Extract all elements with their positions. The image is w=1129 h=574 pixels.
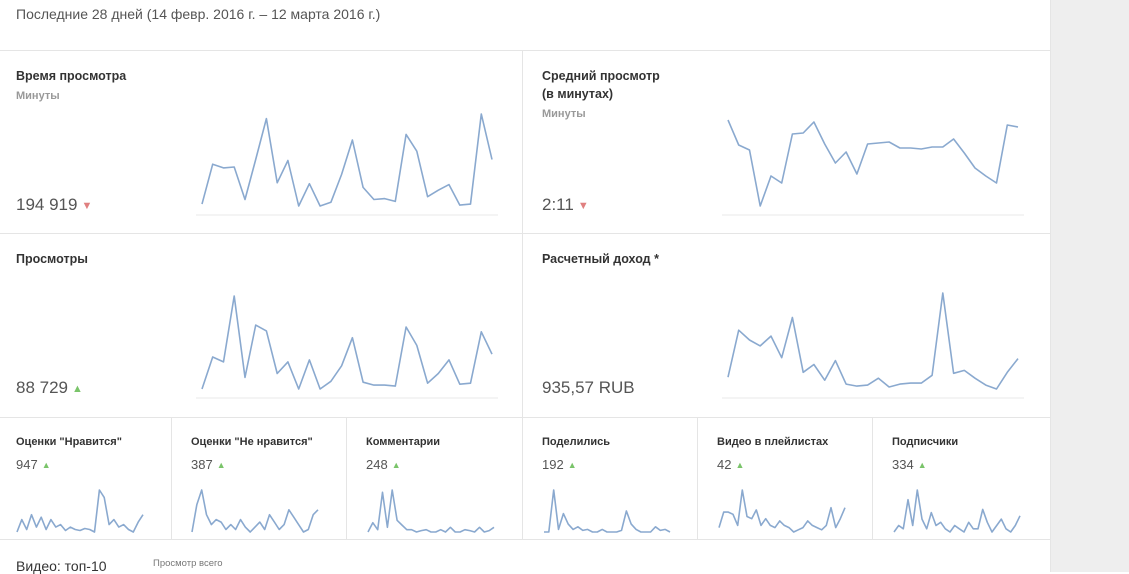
card-value: 2:11 ▼ [542,195,589,215]
shares-sparkline [544,489,671,533]
divider [697,417,698,539]
trend-down-icon: ▼ [81,200,93,212]
card-title: Видео в плейлистах [717,436,829,448]
metric-value: 42 [717,457,732,472]
metric-value: 194 919 [16,195,78,214]
trend-up-icon: ▲ [216,460,226,470]
series-line [893,489,1021,533]
trend-down-icon: ▼ [577,200,589,212]
metric-value: 192 [542,457,564,472]
card-value: 947 ▲ [16,457,51,472]
series-line [367,489,495,533]
card-value: 248 ▲ [366,457,401,472]
revenue-sparkline [722,292,1024,399]
series-line [544,489,671,533]
trend-up-icon: ▲ [735,460,745,470]
views-sparkline [196,295,498,399]
comments-sparkline [367,489,495,533]
series-line [16,489,144,533]
divider [522,50,523,417]
divider [171,417,172,539]
card-value: 935,57 RUB [542,378,635,398]
card-title: Просмотры [16,252,88,266]
trend-up-icon: ▲ [391,460,401,470]
period-label: Последние 28 дней (14 февр. 2016 г. – 12… [16,6,381,22]
divider [522,417,523,539]
card-title: Оценки "Не нравится" [191,436,313,448]
top-videos-title: Видео: топ-10 [16,558,107,574]
metric-value: 334 [892,457,914,472]
card-value: 334 ▲ [892,457,927,472]
trend-up-icon: ▲ [917,460,927,470]
metric-value: 947 [16,457,38,472]
card-title: Средний просмотр (в минутах) [542,69,660,101]
divider [0,417,1050,418]
metric-value: 935,57 RUB [542,378,635,397]
metric-value: 88 729 [16,378,68,397]
card-subtitle: Минуты [16,90,60,102]
series-line [718,489,846,533]
avg-view-sparkline [722,119,1024,216]
right-gray-margin [1051,0,1129,572]
right-border [1050,0,1051,572]
card-title: Комментарии [366,436,441,448]
divider [0,539,1050,540]
card-value: 42 ▲ [717,457,744,472]
metric-value: 248 [366,457,388,472]
card-value: 194 919 ▼ [16,195,92,215]
top-videos-subtitle: Просмотр всего [153,558,223,569]
trend-up-icon: ▲ [567,460,577,470]
metric-value: 2:11 [542,195,574,214]
series-line [191,489,319,533]
card-title: Оценки "Нравится" [16,436,122,448]
subscribers-sparkline [893,489,1021,533]
card-subtitle: Минуты [542,108,586,120]
series-line [727,292,1019,390]
series-line [727,119,1019,207]
card-title: Расчетный доход * [542,252,659,266]
series-line [201,113,493,207]
trend-up-icon: ▲ [72,383,83,395]
likes-sparkline [16,489,144,533]
card-title: Подписчики [892,436,959,448]
card-title: Поделились [542,436,610,448]
trend-up-icon: ▲ [41,460,51,470]
divider [0,233,1050,234]
series-line [201,295,493,390]
card-title: Время просмотра [16,69,127,83]
playlists-sparkline [718,489,846,533]
watch-time-sparkline [196,113,498,216]
card-value: 387 ▲ [191,457,226,472]
card-value: 88 729 ▲ [16,378,83,398]
divider [346,417,347,539]
divider [0,50,1050,51]
dislikes-sparkline [191,489,319,533]
metric-value: 387 [191,457,213,472]
card-value: 192 ▲ [542,457,577,472]
divider [872,417,873,539]
